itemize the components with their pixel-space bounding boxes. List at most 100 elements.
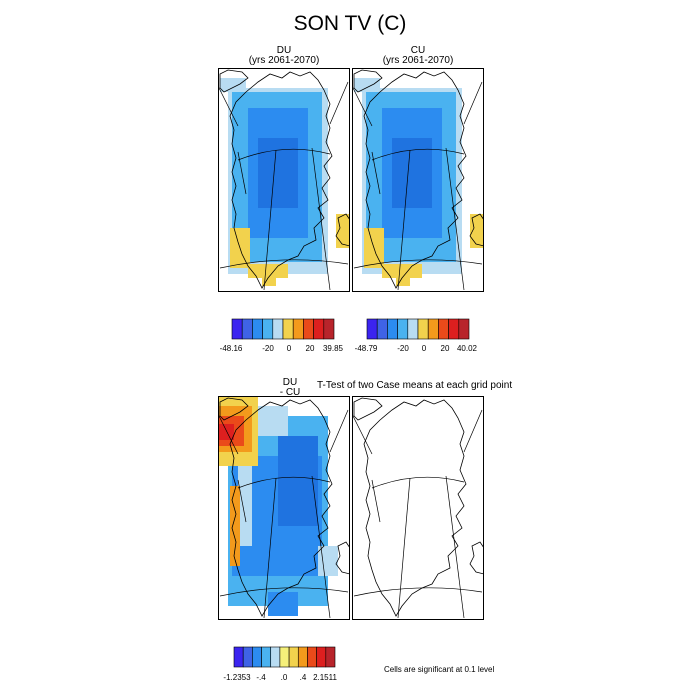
panel-frame — [352, 396, 484, 620]
colorbar-swatch — [387, 318, 398, 340]
colorbar-cu — [366, 318, 470, 340]
meridian-line — [311, 475, 331, 619]
coastline — [229, 399, 333, 617]
meridian-line — [463, 81, 483, 125]
colorbar-swatch — [303, 318, 314, 340]
meridian-line — [445, 147, 465, 291]
meridian-line — [263, 149, 277, 291]
field-cell — [230, 486, 240, 566]
coastline — [335, 213, 350, 247]
colorbar-swatch — [325, 646, 336, 668]
field-cell — [220, 78, 246, 92]
meridian-line — [445, 475, 465, 619]
colorbar-swatch — [417, 318, 429, 340]
field-cell — [392, 138, 432, 208]
colorbar-swatch — [233, 646, 244, 668]
colorbar-swatch — [427, 318, 439, 340]
colorbar-swatch — [458, 318, 470, 340]
meridian-line — [329, 409, 349, 453]
meridian-line — [397, 149, 411, 291]
colorbar-swatch — [242, 646, 253, 668]
field-cell — [258, 406, 288, 436]
coastline — [469, 213, 484, 247]
panel-frame — [218, 68, 350, 292]
colorbar-diff-label: -.4 — [256, 673, 266, 682]
colorbar-swatch — [270, 646, 281, 668]
colorbar-swatch — [252, 318, 263, 340]
colorbar-du — [231, 318, 335, 340]
colorbar-diff-label: .0 — [280, 673, 288, 682]
coastline — [229, 71, 333, 289]
colorbar-diff — [233, 646, 336, 668]
colorbar-swatch — [252, 646, 262, 668]
colorbar-swatch — [241, 318, 253, 340]
map-panel-diff — [218, 396, 350, 620]
colorbar-swatch — [297, 646, 308, 668]
meridian-line — [218, 85, 239, 127]
colorbar-swatch — [316, 646, 327, 668]
colorbar-diff-label-max: 2.1511 — [313, 673, 337, 682]
colorbar-swatch — [313, 318, 325, 340]
colorbar-du-label-min: -48.16 — [219, 344, 243, 353]
panel-title-du-line2: (yrs 2061-2070) — [248, 55, 320, 66]
map-panel-ttest — [352, 396, 484, 620]
coastline — [219, 69, 249, 93]
panel-title-ttest: T-Test of two Case means at each grid po… — [317, 380, 513, 391]
colorbar-swatch — [366, 318, 378, 340]
colorbar-swatch — [397, 318, 409, 340]
colorbar-swatch — [448, 318, 460, 340]
map-panel-cu — [352, 68, 484, 292]
colorbar-cu-label-max: 40.02 — [456, 344, 478, 353]
colorbar-swatch — [307, 646, 317, 668]
field-cell — [318, 546, 338, 576]
figure-title: SON TV (C) — [293, 12, 407, 35]
panel-frame — [218, 396, 350, 620]
field-cell — [470, 214, 484, 248]
coastline — [219, 397, 249, 421]
coastline — [353, 397, 383, 421]
field-cell — [262, 274, 276, 286]
field-cell — [268, 592, 298, 616]
meridian-line — [352, 85, 373, 127]
latitude-line — [353, 259, 483, 269]
latitude-line — [371, 148, 465, 161]
colorbar-diff-label-min: -1.2353 — [223, 673, 251, 682]
colorbar-diff-label: .4 — [299, 673, 307, 682]
latitude-line — [237, 476, 331, 489]
panel-title-cu: CU (yrs 2061-2070) — [352, 46, 484, 66]
colorbar-cu-label: -20 — [397, 344, 409, 353]
coastline — [363, 399, 467, 617]
latitude-line — [237, 148, 331, 161]
panel-title-cu-line2: (yrs 2061-2070) — [382, 55, 454, 66]
panel-frame — [352, 68, 484, 292]
meridian-line — [352, 413, 373, 455]
significance-note: Cells are significant at 0.1 level — [384, 665, 495, 674]
meridian-line — [263, 477, 277, 619]
field-cell — [218, 424, 234, 440]
field-cell — [396, 274, 410, 286]
field-cell — [238, 466, 252, 546]
colorbar-swatch — [282, 318, 294, 340]
field-cell — [278, 436, 318, 526]
colorbar-du-label: 20 — [305, 344, 315, 353]
panel-title-cu-line1: CU — [410, 45, 426, 56]
map-panel-du — [218, 68, 350, 292]
latitude-line — [219, 259, 349, 269]
colorbar-swatch — [292, 318, 304, 340]
meridian-line — [237, 151, 247, 195]
colorbar-cu-label: 20 — [440, 344, 450, 353]
colorbar-swatch — [262, 318, 274, 340]
colorbar-swatch — [323, 318, 335, 340]
latitude-line — [353, 587, 483, 597]
meridian-line — [371, 479, 381, 523]
coastline — [363, 71, 467, 289]
colorbar-cu-label: 0 — [421, 344, 427, 353]
colorbar-swatch — [288, 646, 299, 668]
colorbar-swatch — [272, 318, 284, 340]
coastline — [353, 69, 383, 93]
colorbar-du-label-max: 39.85 — [322, 344, 344, 353]
meridian-line — [329, 81, 349, 125]
meridian-line — [371, 151, 381, 195]
colorbar-swatch — [231, 318, 243, 340]
field-cell — [258, 138, 298, 208]
